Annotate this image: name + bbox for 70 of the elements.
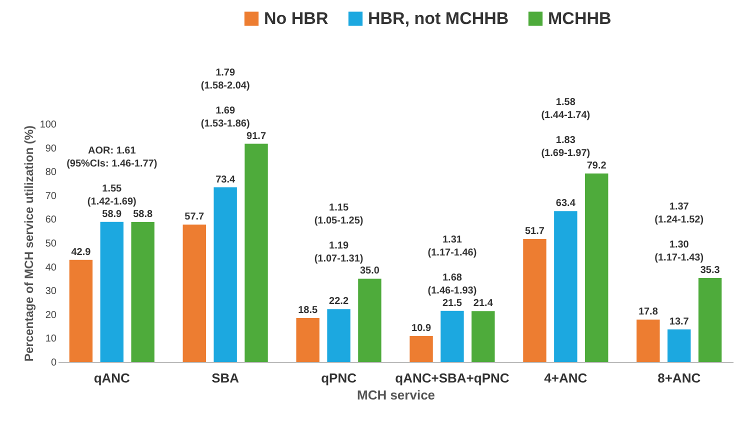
- data-label: 18.5: [298, 304, 318, 316]
- bar: [410, 336, 433, 362]
- data-label: 79.2: [586, 160, 607, 172]
- data-label: 35.0: [360, 266, 380, 277]
- annotation: 1.55 (1.42-1.69): [87, 184, 136, 208]
- bar: [100, 222, 124, 362]
- bar: [585, 174, 608, 362]
- y-tick-label: 10: [45, 334, 57, 345]
- data-label: 22.2: [329, 296, 349, 308]
- y-tick-label: 90: [45, 143, 57, 154]
- x-tick-label: 8+ANC: [658, 370, 702, 386]
- bar: [244, 144, 268, 362]
- data-label: 91.7: [246, 130, 266, 142]
- annotation: 1.30 (1.17-1.43): [654, 240, 704, 264]
- data-label: 58.8: [133, 209, 153, 220]
- y-axis-title: Percentage of MCH service utilization (%): [22, 125, 36, 362]
- data-label: 13.7: [669, 316, 690, 328]
- bar: [440, 310, 464, 362]
- bar: [636, 320, 660, 362]
- bar: [523, 238, 546, 362]
- data-label: 17.8: [638, 306, 658, 318]
- x-tick-label: qANC: [94, 370, 131, 386]
- data-label: 57.7: [184, 212, 205, 223]
- bar: [358, 278, 382, 362]
- bar: [214, 187, 237, 362]
- legend-label: No HBR: [264, 8, 328, 28]
- x-tick-label: 4+ANC: [544, 370, 588, 386]
- data-label: 58.9: [102, 208, 122, 220]
- bar: [472, 311, 495, 362]
- y-tick-label: 70: [45, 190, 57, 202]
- data-label: 35.3: [700, 264, 720, 276]
- y-tick-label: 40: [45, 262, 57, 274]
- x-tick-label: qANC+SBA+qPNC: [395, 370, 510, 386]
- bar: [554, 211, 578, 362]
- annotation: 1.69 (1.53-1.86): [200, 105, 250, 130]
- annotation: 1.15 (1.05-1.25): [314, 202, 364, 226]
- bar: [131, 222, 154, 362]
- data-label: 42.9: [71, 246, 92, 258]
- text: 1.79 (1.58-2.04): [200, 67, 250, 92]
- bar: [69, 260, 93, 362]
- legend-label: HBR, not MCHHB: [368, 8, 509, 28]
- bar: [668, 329, 691, 362]
- bar: [182, 224, 206, 362]
- data-label: 10.9: [412, 323, 432, 334]
- bar: [296, 318, 320, 362]
- legend-label: MCHHB: [548, 8, 612, 28]
- y-tick-label: 60: [45, 214, 57, 226]
- y-tick-label: 20: [45, 310, 57, 321]
- data-label: 51.7: [524, 226, 545, 237]
- bar: [327, 309, 350, 362]
- y-tick-label: 80: [45, 167, 57, 178]
- x-tick-label: qPNC: [321, 370, 358, 386]
- y-tick-label: 100: [40, 120, 57, 130]
- annotation: 1.31 (1.17-1.46): [428, 234, 477, 258]
- annotation: 1.37 (1.24-1.52): [654, 202, 704, 226]
- annotation: 1.68 (1.46-1.93): [428, 272, 477, 297]
- text: 1.58 (1.44-1.74): [541, 97, 590, 122]
- data-label: 73.4: [216, 174, 236, 186]
- y-tick-label: 30: [45, 286, 57, 298]
- data-label: 63.4: [556, 198, 576, 210]
- annotation: 1.19 (1.07-1.31): [314, 240, 364, 264]
- data-label: 21.4: [473, 298, 494, 310]
- annotation: 1.83 (1.69-1.97): [541, 135, 590, 160]
- annotation: AOR: 1.61 (95%CIs: 1.46-1.77): [66, 145, 158, 170]
- data-label: 21.5: [442, 298, 462, 309]
- bar: [698, 278, 722, 362]
- y-tick-label: 50: [45, 238, 57, 250]
- x-axis-title: MCH service: [356, 388, 436, 402]
- x-tick-label: SBA: [212, 370, 240, 386]
- y-tick-label: 0: [50, 358, 57, 368]
